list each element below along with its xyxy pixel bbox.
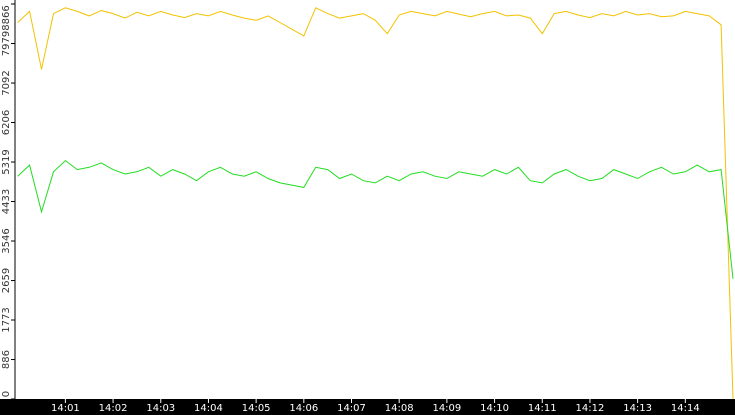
x-tick-label: 14:14 xyxy=(671,403,700,414)
x-tick-label: 14:05 xyxy=(242,403,271,414)
x-tick-label: 14:07 xyxy=(337,403,366,414)
x-tick-label: 14:08 xyxy=(385,403,414,414)
y-tick-label: 1773 xyxy=(1,307,12,332)
x-tick-label: 14:11 xyxy=(528,403,557,414)
x-tick-label: 14:06 xyxy=(289,403,318,414)
x-tick-label: 14:10 xyxy=(480,403,509,414)
line-series xyxy=(17,159,734,279)
y-tick-label: 0 xyxy=(1,391,12,397)
x-axis-band xyxy=(0,399,735,415)
y-tick-label: 7979 xyxy=(1,31,12,56)
x-tick-label: 14:12 xyxy=(576,403,605,414)
x-tick-label: 14:03 xyxy=(146,403,175,414)
x-tick-label: 14:09 xyxy=(432,403,461,414)
y-tick-label: 5319 xyxy=(1,149,12,174)
x-tick-label: 14:04 xyxy=(194,403,223,414)
y-tick-label: 3546 xyxy=(1,228,12,253)
y-tick-label: 6206 xyxy=(1,110,12,135)
y-tick-label: 886 xyxy=(1,350,12,369)
y-tick-label: 8866 xyxy=(1,5,12,30)
x-tick-label: 14:13 xyxy=(623,403,652,414)
x-tick-label: 14:01 xyxy=(51,403,80,414)
y-tick-label: 4433 xyxy=(1,189,12,214)
y-tick-label: 7092 xyxy=(1,70,12,95)
line-series xyxy=(17,7,734,400)
y-tick-label: 2659 xyxy=(1,268,12,293)
x-tick-label: 14:02 xyxy=(99,403,128,414)
